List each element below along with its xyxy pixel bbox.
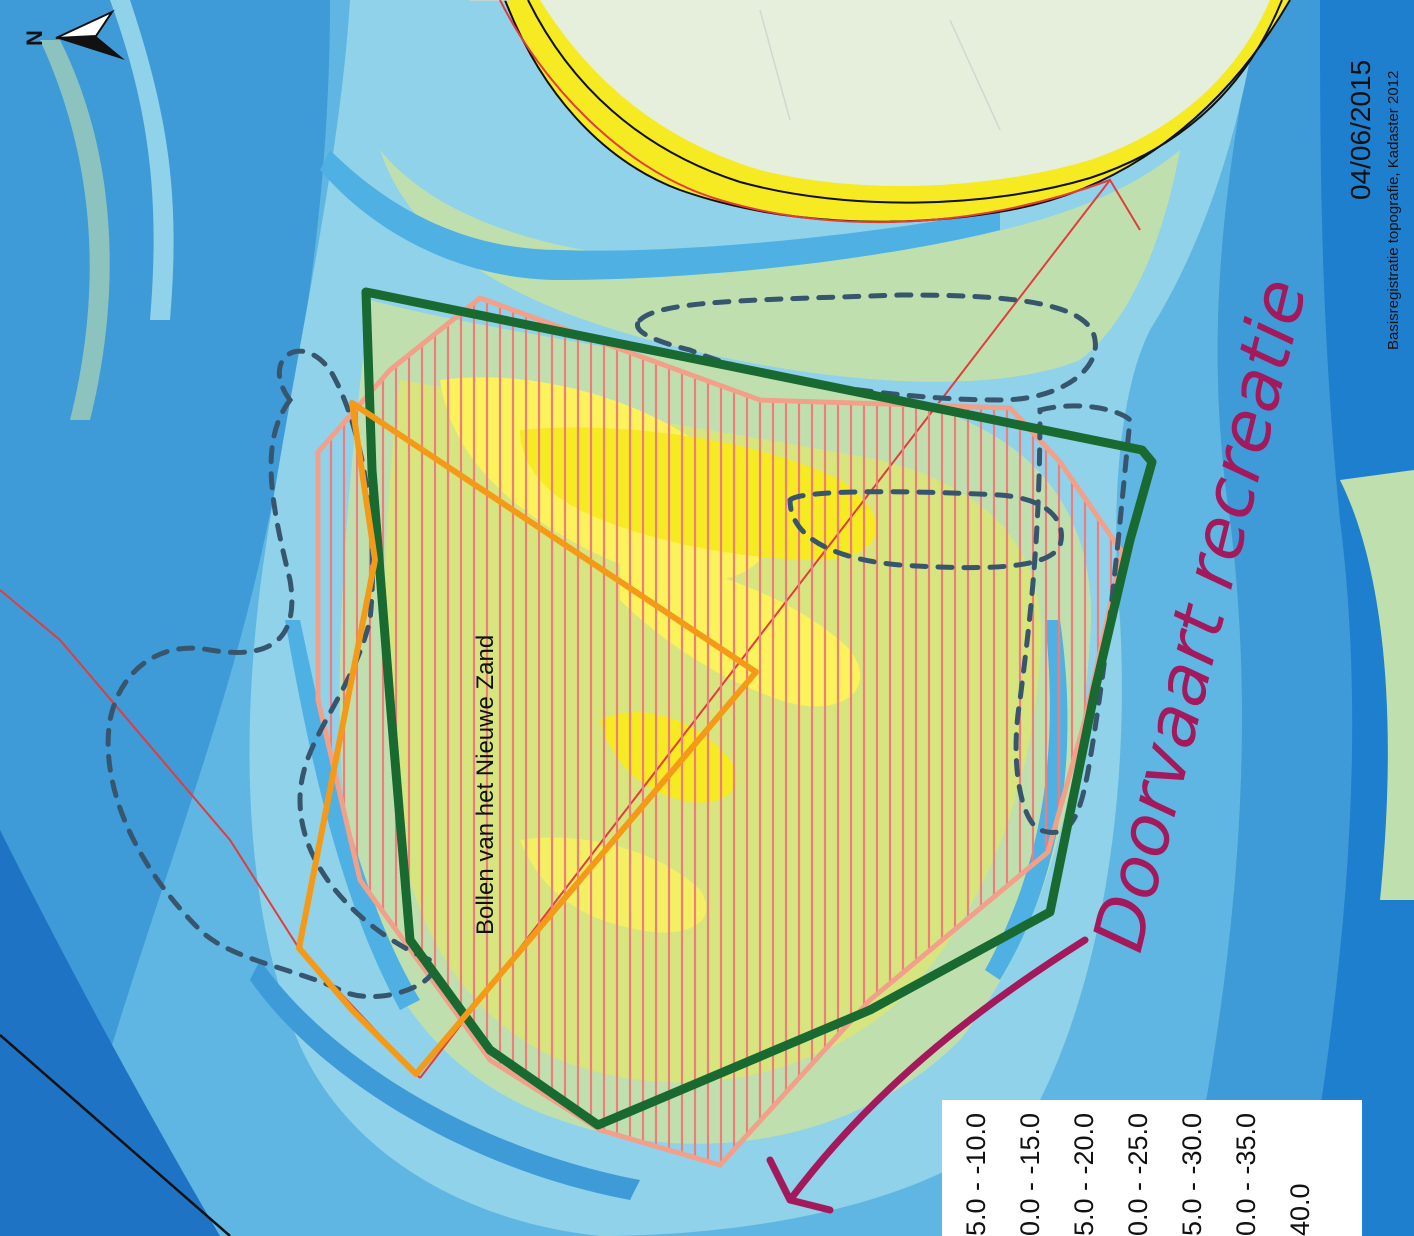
north-arrow-icon — [55, 9, 125, 60]
island-outline — [470, 0, 1291, 223]
map-credit: Basisregistratie topografie, Kadaster 20… — [1385, 71, 1402, 350]
map-date: 04/06/2015 — [1345, 60, 1376, 200]
north-label: N — [22, 30, 47, 46]
legend-row: 0.0 - -15.0 — [1015, 1113, 1045, 1236]
legend-row: 5.0 - -20.0 — [1069, 1113, 1099, 1236]
legend-row: 40.0 — [1285, 1183, 1315, 1236]
legend-row: 0.0 - -25.0 — [1123, 1113, 1153, 1236]
black-boundary-line — [0, 1034, 231, 1236]
depth-legend: 5.0 - -10.0 0.0 - -15.0 5.0 - -20.0 0.0 - -… — [942, 1100, 1362, 1236]
legend-row: 0.0 - -35.0 — [1231, 1113, 1261, 1236]
green-outline-area — [361, 287, 1157, 1130]
legend-row: 5.0 - -10.0 — [961, 1113, 991, 1236]
annotation-arrow-icon — [766, 936, 1089, 1214]
area-label: Bollen van het Nieuwe Zand — [472, 635, 499, 935]
legend-row: 5.0 - -30.0 — [1177, 1113, 1207, 1236]
orange-outline-area — [296, 400, 759, 1077]
